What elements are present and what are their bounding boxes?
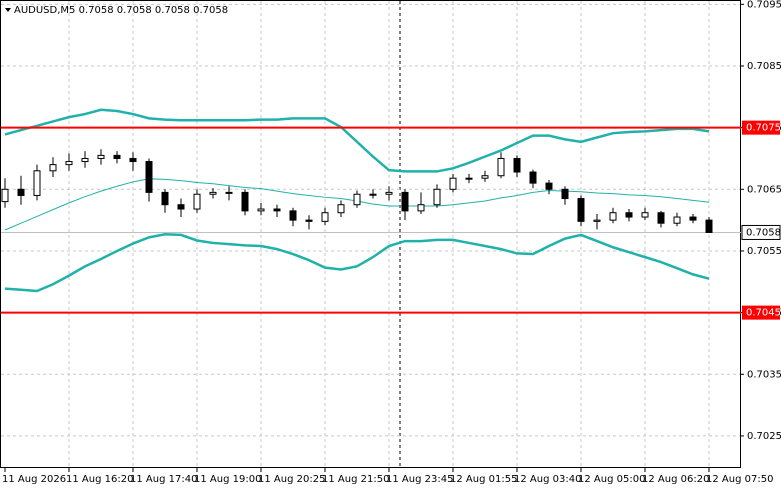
candle-body [673,216,681,224]
level-label: 0.7045 [746,308,781,319]
candle-body [81,157,89,163]
candle-body [113,154,121,159]
level-label: 0.7075 [746,123,781,134]
x-tick-label: 11 Aug 16:20 [66,474,133,485]
x-tick-label: 11 Aug 17:40 [130,474,197,485]
candle-body [273,208,281,212]
candle-body [305,219,313,222]
candle-body [641,212,649,218]
plot-frame [0,0,741,468]
candle-body [529,171,537,184]
candle-body [257,208,265,212]
x-tick-label: 12 Aug 03:40 [514,474,581,485]
chart-title: AUDUSD,M5 0.7058 0.7058 0.7058 0.7058 [14,5,228,16]
candle-body [289,210,297,221]
candle-body [337,204,345,214]
band-line [4,108,710,173]
level-label-box [742,120,780,135]
menu-arrow [5,8,11,12]
candle-body [465,177,473,180]
candle-body [225,191,233,194]
x-tick-label: 11 Aug 21:50 [322,474,389,485]
candle-body [705,219,713,233]
candle-body [385,191,393,195]
candle-body [321,212,329,222]
candle-body [353,193,361,206]
y-tick-label: 0.7065 [747,184,781,195]
candle-body [433,188,441,206]
y-tick-label: 0.7025 [747,431,781,442]
candle-body [161,191,169,206]
x-tick-label: 11 Aug 23:45 [386,474,453,485]
candle-body [65,161,73,166]
level-label-box [742,305,780,320]
candle-body [193,193,201,210]
last-price-box [741,224,781,240]
candle-body [449,177,457,190]
x-tick-label: 11 Aug 20:25 [258,474,325,485]
candle-body [1,188,9,203]
candle-body [625,212,633,218]
candle-body [609,212,617,221]
x-tick-label: 12 Aug 06:20 [642,474,709,485]
band-line [4,233,710,293]
candle-body [593,219,601,222]
candle-body [241,191,249,212]
x-tick-label: 11 Aug 19:00 [194,474,261,485]
candle-body [17,188,25,196]
candle-body [97,154,105,159]
candle-body [577,198,585,222]
candle-body [545,182,553,190]
x-tick-label: 12 Aug 05:00 [578,474,645,485]
candle-body [177,204,185,210]
y-tick-label: 0.7085 [747,61,781,72]
candle-body [209,191,217,195]
last-price-label: 0.7058 [746,227,781,238]
candle-body [33,170,41,196]
y-tick-label: 0.7055 [747,246,781,257]
candle-body [417,204,425,212]
candle-body [561,188,569,200]
candle-body [145,161,153,193]
y-tick-label: 0.7035 [747,369,781,380]
candle-body [49,164,57,172]
y-tick-label: 0.7095 [747,0,781,10]
candle-body [369,193,377,196]
candle-body [657,212,665,224]
x-tick-label: 12 Aug 01:55 [450,474,517,485]
candle-body [689,216,697,221]
candle-body [481,175,489,179]
candle-body [497,157,505,177]
candle-body [129,157,137,163]
x-tick-label: 11 Aug 2026 [2,474,66,485]
candle-body [401,191,409,212]
candle-body [513,157,521,173]
x-tick-label: 12 Aug 07:50 [706,474,773,485]
